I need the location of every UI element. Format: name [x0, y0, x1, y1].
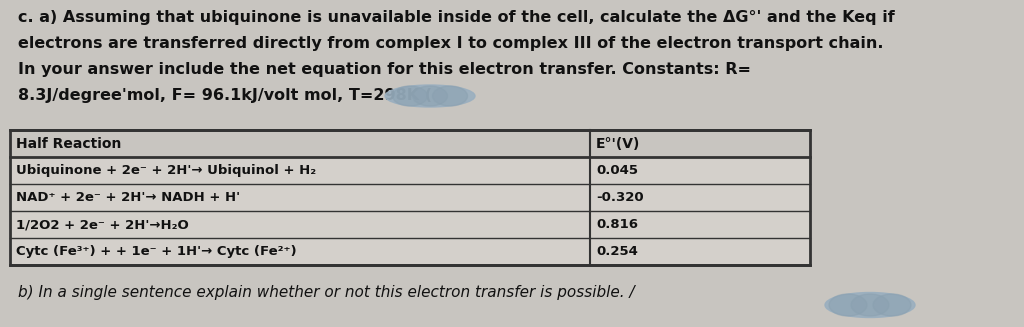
Ellipse shape [829, 294, 867, 316]
Text: NAD⁺ + 2e⁻ + 2H'→ NADH + H': NAD⁺ + 2e⁻ + 2H'→ NADH + H' [16, 191, 240, 204]
Text: Ubiquinone + 2e⁻ + 2H'→ Ubiquinol + H₂: Ubiquinone + 2e⁻ + 2H'→ Ubiquinol + H₂ [16, 164, 316, 177]
Text: 0.045: 0.045 [596, 164, 638, 177]
Ellipse shape [385, 85, 475, 107]
Text: electrons are transferred directly from complex I to complex III of the electron: electrons are transferred directly from … [18, 36, 884, 51]
Text: Half Reaction: Half Reaction [16, 136, 122, 150]
Text: E°'(V): E°'(V) [596, 136, 640, 150]
Text: 0.254: 0.254 [596, 245, 638, 258]
Ellipse shape [873, 294, 911, 316]
Bar [10, 130, 810, 157]
Bar [10, 130, 810, 265]
Text: 8.3J/degree'mol, F= 96.1kJ/volt mol, T=298K (: 8.3J/degree'mol, F= 96.1kJ/volt mol, T=2… [18, 88, 432, 103]
Text: b) In a single sentence explain whether or not this electron transfer is possibl: b) In a single sentence explain whether … [18, 285, 635, 300]
Ellipse shape [432, 86, 468, 106]
Text: 1/2O2 + 2e⁻ + 2H'→H₂O: 1/2O2 + 2e⁻ + 2H'→H₂O [16, 218, 188, 231]
Text: In your answer include the net equation for this electron transfer. Constants: R: In your answer include the net equation … [18, 62, 751, 77]
Ellipse shape [825, 292, 915, 318]
Ellipse shape [392, 86, 427, 106]
Bar [10, 130, 810, 265]
Text: 0.816: 0.816 [596, 218, 638, 231]
Text: c. a) Assuming that ubiquinone is unavailable inside of the cell, calculate the : c. a) Assuming that ubiquinone is unavai… [18, 10, 895, 25]
Ellipse shape [851, 294, 889, 316]
Ellipse shape [413, 86, 447, 106]
Text: -0.320: -0.320 [596, 191, 644, 204]
Text: Cytc (Fe³⁺) + + 1e⁻ + 1H'→ Cytc (Fe²⁺): Cytc (Fe³⁺) + + 1e⁻ + 1H'→ Cytc (Fe²⁺) [16, 245, 297, 258]
